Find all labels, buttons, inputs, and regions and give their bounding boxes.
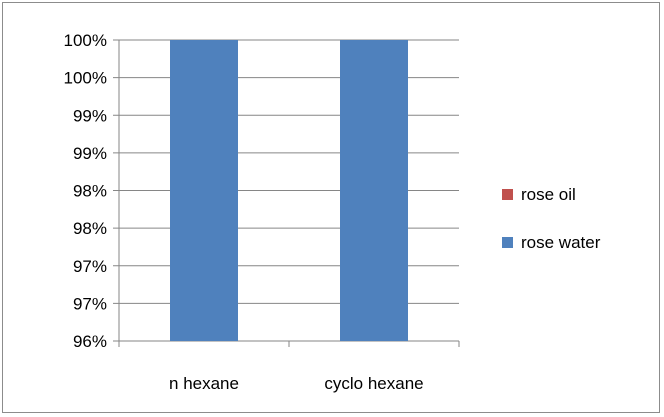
legend-swatch-rose-oil [502, 189, 513, 200]
y-tick-label: 99% [73, 106, 107, 125]
y-tick-label: 100% [64, 31, 107, 50]
bar-rose-water-n-hexane [170, 40, 238, 341]
y-tick-label: 98% [73, 182, 107, 201]
bar-rose-water-cyclo-hexane [340, 40, 408, 341]
y-tick-labels: 96% 97% 97% 98% 98% 99% 99% 100% 100% [64, 31, 107, 351]
y-tick-label: 96% [73, 332, 107, 351]
chart-frame [2, 2, 660, 413]
x-tick-label: cyclo hexane [324, 374, 423, 393]
legend-swatch-rose-water [502, 237, 513, 248]
legend-label-rose-oil: rose oil [521, 185, 576, 204]
bars [170, 40, 408, 341]
y-tick-label: 97% [73, 257, 107, 276]
x-tick-labels: n hexane cyclo hexane [169, 374, 424, 393]
y-tick-label: 98% [73, 219, 107, 238]
y-tick-label: 97% [73, 294, 107, 313]
y-tick-label: 100% [64, 69, 107, 88]
legend: rose oil rose water [502, 185, 601, 252]
x-tick-label: n hexane [169, 374, 239, 393]
y-tick-label: 99% [73, 144, 107, 163]
legend-label-rose-water: rose water [521, 233, 601, 252]
